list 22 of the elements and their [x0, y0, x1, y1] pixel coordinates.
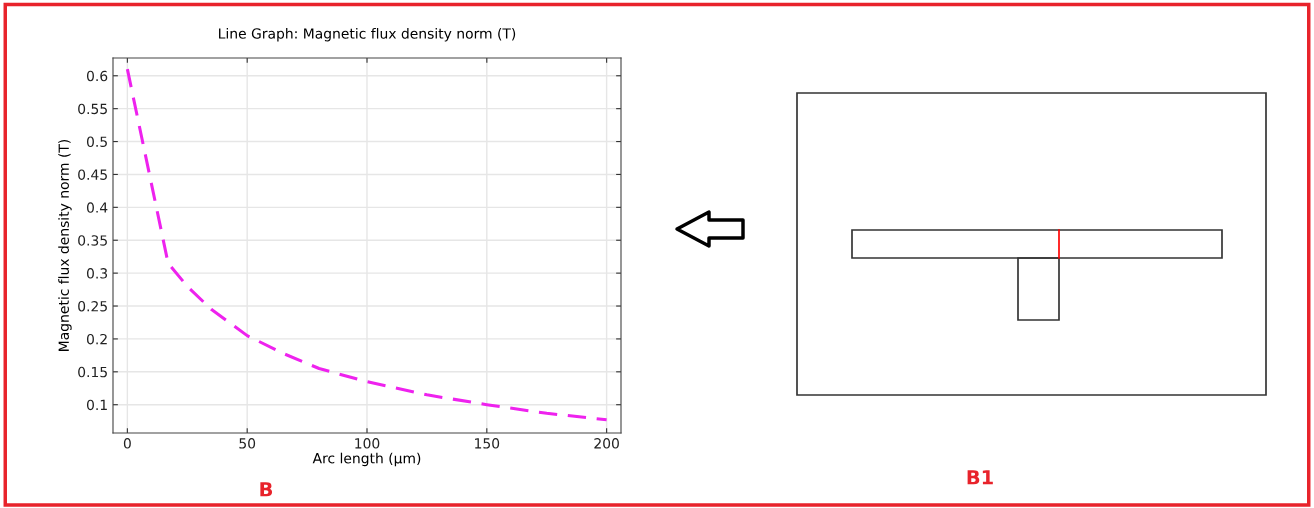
- y-tick-label: 0.6: [86, 70, 108, 82]
- y-tick-label: 0.15: [78, 366, 107, 378]
- y-tick-label: 0.55: [78, 103, 107, 115]
- y-axis-title: Magnetic flux density norm (T): [58, 139, 72, 351]
- y-tick-label: 0.2: [86, 333, 107, 345]
- x-tick-label: 0: [123, 438, 131, 449]
- y-tick-label: 0.45: [78, 169, 107, 180]
- text: B: [260, 482, 273, 497]
- line-series: [125, 67, 609, 422]
- y-tick-label: 0.4: [86, 202, 108, 213]
- y-tick-label: 0.5: [86, 136, 107, 148]
- y-tick-label: 0.3: [86, 268, 108, 279]
- y-tick-label: 0.35: [78, 235, 107, 246]
- text: B1: [967, 470, 993, 485]
- x-tick-label: 50: [239, 438, 256, 449]
- x-axis-title: Arc length (µm): [312, 452, 421, 467]
- x-tick-label: 200: [594, 438, 619, 449]
- x-tick-label: 100: [355, 438, 380, 449]
- y-tick-label: 0.1: [86, 399, 107, 411]
- y-tick-label: 0.25: [78, 300, 107, 312]
- chart-title: Line Graph: Magnetic flux density norm (T): [219, 28, 516, 42]
- x-tick-label: 150: [475, 438, 500, 449]
